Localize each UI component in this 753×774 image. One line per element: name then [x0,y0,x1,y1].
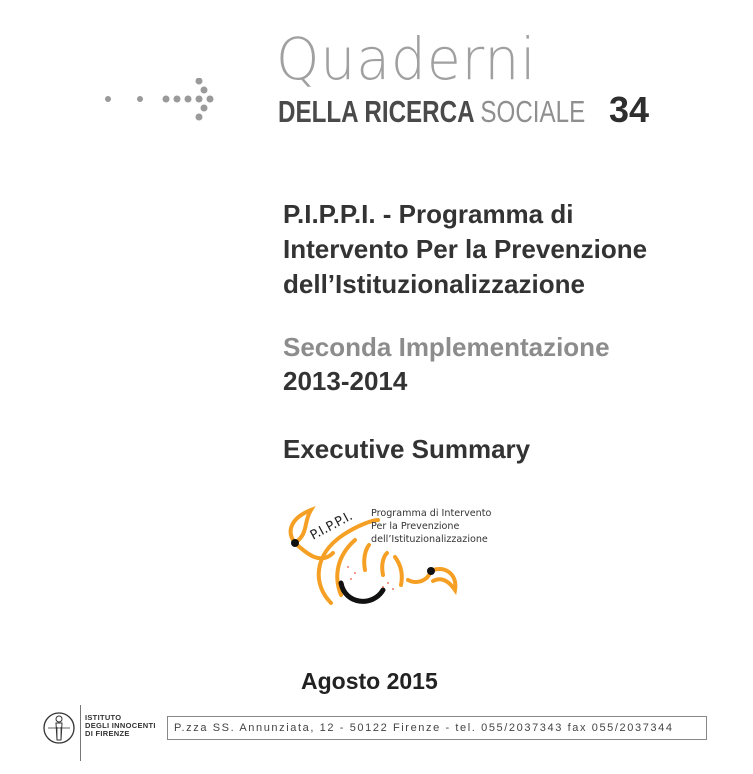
institute-name: ISTITUTO DEGLI INNOCENTI DI FIRENZE [85,714,156,738]
document-type: Executive Summary [283,434,531,464]
logo-caption-line: dell’Istituzionalizzazione [371,534,488,545]
logo-caption-line: Programma di Intervento [371,508,492,519]
document-subtitle: Seconda Implementazione [283,332,610,362]
logo-caption-line: Per la Prevenzione [371,521,460,532]
issue-number: 34 [609,89,650,130]
footer-divider [80,705,81,761]
series-title: DELLA RICERCA SOCIALE [278,96,585,127]
title-line: P.I.P.P.I. - Programma di [283,199,574,229]
document-years: 2013-2014 [283,366,408,396]
logo-caption: Programma di Intervento Per la Prevenzio… [371,507,491,546]
institute-line: DI FIRENZE [85,729,130,738]
institute-address: P.zza SS. Annunziata, 12 - 50122 Firenze… [167,716,707,740]
institute-emblem-icon [43,712,75,744]
logo-acronym: P.I.P.P.I. [308,509,355,544]
title-line: dell’Istituzionalizzazione [283,269,585,299]
series-dots-arrow-icon [105,78,214,121]
institute-line: DEGLI INNOCENTI [85,721,156,730]
series-title-light: SOCIALE [480,94,586,129]
series-script-title: Quaderni [276,25,537,93]
institute-line: ISTITUTO [85,713,122,722]
series-title-dark: DELLA RICERCA [278,94,474,129]
document-title: P.I.P.P.I. - Programma di Intervento Per… [283,197,647,302]
pippi-logo: P.I.P.P.I. [288,505,458,605]
publication-date: Agosto 2015 [301,668,438,694]
title-line: Intervento Per la Prevenzione [283,234,648,264]
